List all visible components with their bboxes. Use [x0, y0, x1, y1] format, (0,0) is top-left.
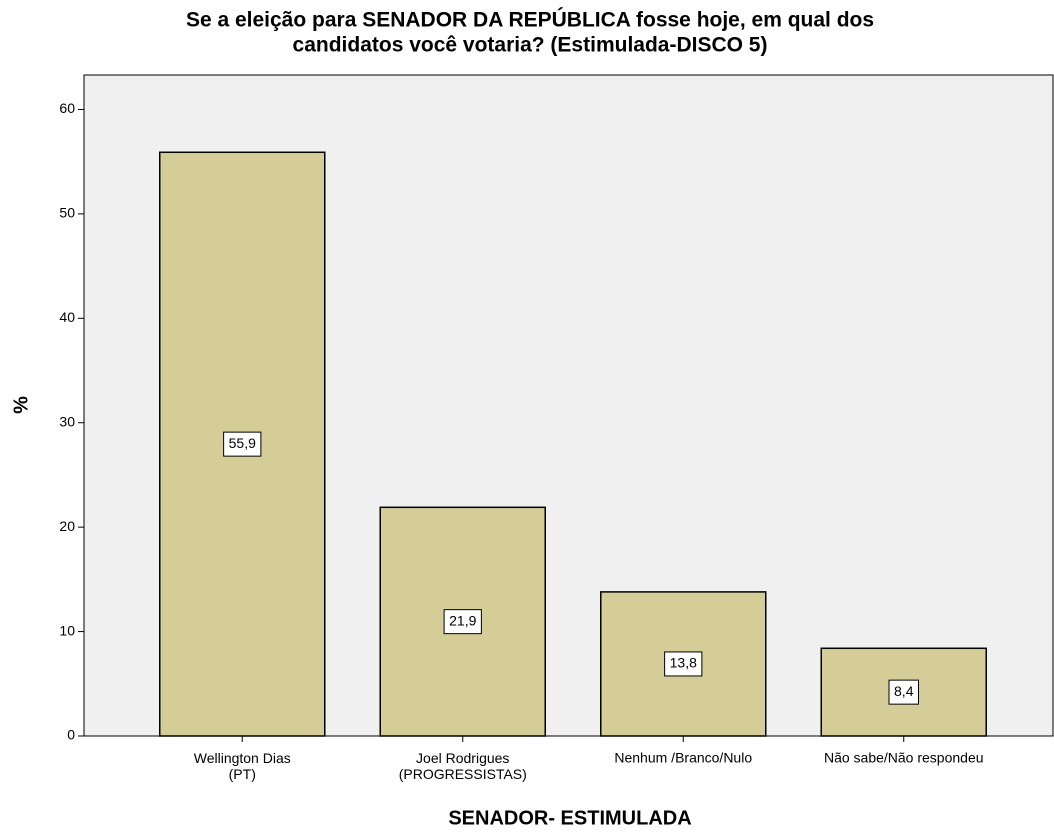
y-tick-label: 0	[67, 727, 75, 743]
x-tick-label: Joel Rodrigues (PROGRESSISTAS)	[399, 750, 527, 782]
y-axis-title: %	[10, 396, 32, 414]
value-label-box	[223, 431, 262, 457]
value-label-box	[888, 679, 919, 705]
value-label: 21,9	[449, 612, 476, 628]
y-tick-label: 10	[59, 622, 75, 638]
x-tick-label: Wellington Dias (PT)	[194, 750, 291, 782]
value-label: 13,8	[670, 655, 697, 671]
chart-title: candidatos você votaria? (Estimulada-DIS…	[293, 34, 768, 57]
y-tick-label: 40	[59, 309, 75, 325]
x-axis-title: SENADOR- ESTIMULADA	[448, 807, 691, 829]
value-label: 8,4	[894, 683, 914, 699]
chart-title: Se a eleição para SENADOR DA REPÚBLICA f…	[186, 8, 874, 32]
y-tick-label: 60	[59, 100, 75, 116]
y-tick-label: 20	[59, 518, 75, 534]
value-label-box	[443, 609, 482, 635]
y-tick-label: 50	[59, 205, 75, 221]
value-label: 55,9	[229, 435, 256, 451]
x-tick-label: Não sabe/Não respondeu	[824, 750, 984, 766]
value-label-box	[664, 651, 703, 677]
y-tick-label: 30	[59, 413, 75, 429]
x-tick-label: Nenhum /Branco/Nulo	[614, 750, 752, 766]
